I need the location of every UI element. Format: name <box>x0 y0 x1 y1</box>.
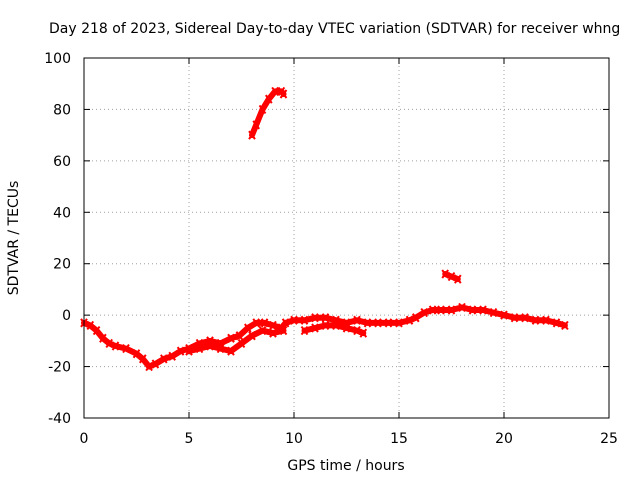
data-point <box>441 269 449 279</box>
data-point <box>176 346 185 356</box>
data-point <box>269 320 277 331</box>
data-point <box>500 310 508 320</box>
x-tick-label: 25 <box>600 431 618 447</box>
y-tick-label: -40 <box>48 411 71 427</box>
data-point <box>342 323 351 333</box>
data-point <box>353 325 361 336</box>
data-point <box>290 315 298 325</box>
data-point <box>458 302 466 313</box>
data-point <box>258 104 267 115</box>
data-point <box>363 318 372 328</box>
series-layer <box>80 86 569 372</box>
data-point <box>139 354 147 364</box>
data-point <box>510 313 519 323</box>
data-point <box>168 351 176 361</box>
data-point <box>271 86 279 97</box>
data-point <box>111 341 120 351</box>
data-point <box>151 359 160 369</box>
axis-ticks: 0 5 10 15 20 25 -40 -20 0 20 40 60 80 100 <box>44 51 618 447</box>
data-point <box>86 320 95 331</box>
data-point <box>447 305 456 315</box>
y-axis-label: SDTVAR / TECUs <box>6 181 22 296</box>
x-tick-label: 15 <box>390 431 408 447</box>
y-tick-label: 20 <box>53 257 71 273</box>
data-point <box>300 315 309 325</box>
data-point <box>227 333 235 343</box>
data-point <box>374 318 382 328</box>
data-point <box>542 315 550 325</box>
data-point <box>311 323 319 333</box>
data-point <box>237 338 246 349</box>
data-point <box>468 305 477 315</box>
data-point <box>412 313 420 323</box>
data-point <box>99 333 107 343</box>
data-point <box>248 331 256 341</box>
data-point <box>405 315 414 325</box>
data-point <box>479 305 487 315</box>
data-point <box>395 318 403 328</box>
data-point <box>489 307 498 318</box>
data-point <box>206 341 214 351</box>
data-point <box>279 325 288 336</box>
data-point <box>531 315 540 325</box>
data-point <box>248 130 256 140</box>
data-point <box>258 325 267 336</box>
data-point <box>359 328 368 338</box>
data-point <box>437 305 445 315</box>
data-point <box>300 325 309 336</box>
data-point <box>447 271 456 282</box>
y-tick-label: 60 <box>53 154 71 170</box>
data-point <box>235 331 244 341</box>
data-point <box>216 343 225 354</box>
data-point <box>454 274 462 284</box>
data-point <box>122 343 130 354</box>
data-point <box>269 328 277 338</box>
data-point <box>260 318 269 328</box>
data-point <box>160 354 168 364</box>
grid <box>84 58 609 418</box>
data-point <box>552 318 561 328</box>
data-point <box>279 89 288 99</box>
data-point <box>244 323 252 333</box>
plot-frame <box>83 57 610 419</box>
data-point <box>252 318 260 328</box>
x-axis-label: GPS time / hours <box>287 458 404 474</box>
data-point <box>92 325 101 336</box>
y-tick-label: 80 <box>53 102 71 118</box>
data-point <box>227 346 235 356</box>
data-point <box>321 313 330 323</box>
data-point <box>132 349 141 359</box>
data-point <box>384 318 393 328</box>
data-point <box>420 307 428 318</box>
data-point <box>332 320 340 331</box>
data-point <box>145 361 153 372</box>
y-tick-label: 100 <box>44 51 71 67</box>
x-tick-label: 20 <box>495 431 513 447</box>
data-point <box>561 320 569 331</box>
y-tick-label: 40 <box>53 205 71 221</box>
data-point <box>185 346 193 356</box>
data-point <box>428 305 437 315</box>
data-point <box>281 318 290 328</box>
data-point <box>321 320 330 331</box>
chart-title: Day 218 of 2023, Sidereal Day-to-day VTE… <box>49 21 620 37</box>
data-point <box>105 338 113 349</box>
data-point <box>353 315 361 325</box>
x-tick-label: 5 <box>185 431 194 447</box>
data-point <box>252 120 260 130</box>
data-point <box>264 94 273 104</box>
data-point <box>311 313 319 323</box>
series-secondary-low <box>186 327 287 355</box>
x-tick-label: 0 <box>80 431 89 447</box>
data-point <box>195 343 204 354</box>
y-tick-label: 0 <box>62 308 71 324</box>
x-tick-label: 10 <box>285 431 303 447</box>
y-tick-label: -20 <box>48 360 71 376</box>
data-point <box>521 313 529 323</box>
